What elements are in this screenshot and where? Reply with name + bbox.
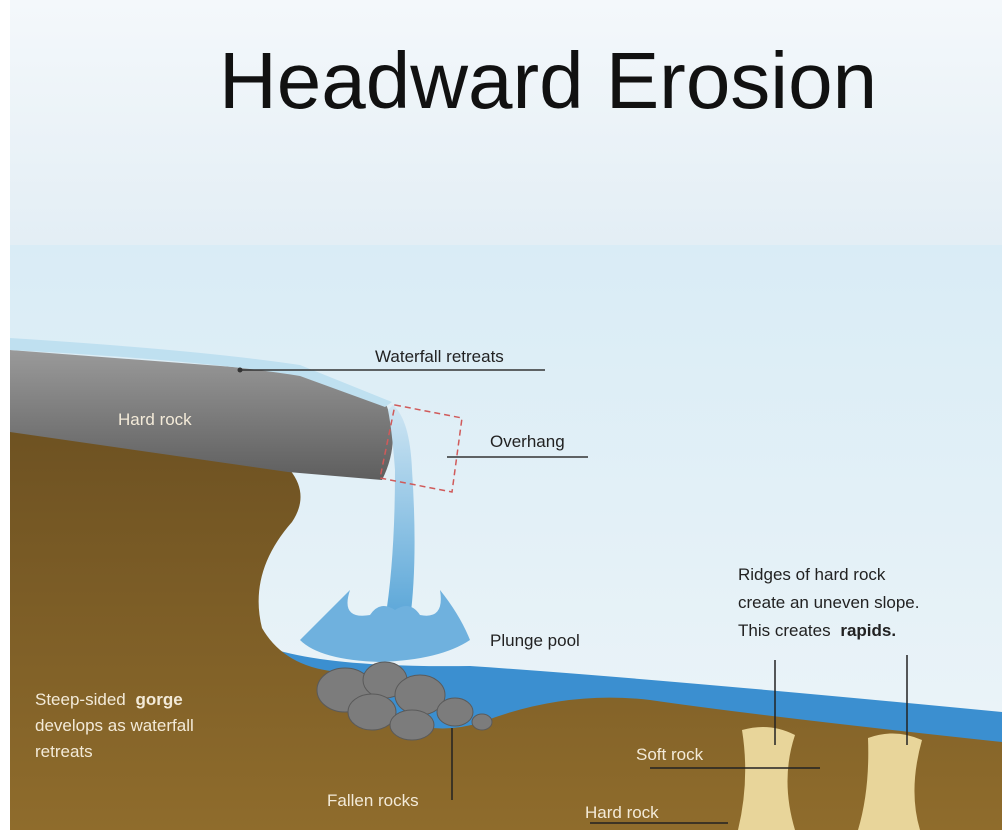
label-line: Ridges of hard rock — [738, 565, 886, 584]
label-line: This creates — [738, 621, 831, 640]
label-line: Steep-sided — [35, 690, 126, 709]
label: Hard rock — [118, 410, 192, 429]
label: Hard rock — [585, 803, 659, 822]
diagram: Headward Erosion Waterfall retreats Hard… — [0, 0, 1002, 830]
label-bold: rapids. — [840, 621, 896, 640]
title: Headward Erosion — [219, 36, 877, 125]
label: Plunge pool — [490, 631, 580, 650]
label-line: develops as waterfall — [35, 716, 194, 735]
leader-dot — [238, 368, 243, 373]
label-bold: gorge — [135, 690, 182, 709]
ridge — [738, 727, 795, 830]
label: Overhang — [490, 432, 565, 451]
label: Soft rock — [636, 745, 704, 764]
label: Waterfall retreats — [375, 347, 504, 366]
label: Fallen rocks — [327, 791, 419, 810]
label-line: create an uneven slope. — [738, 593, 919, 612]
label-line: retreats — [35, 742, 93, 761]
